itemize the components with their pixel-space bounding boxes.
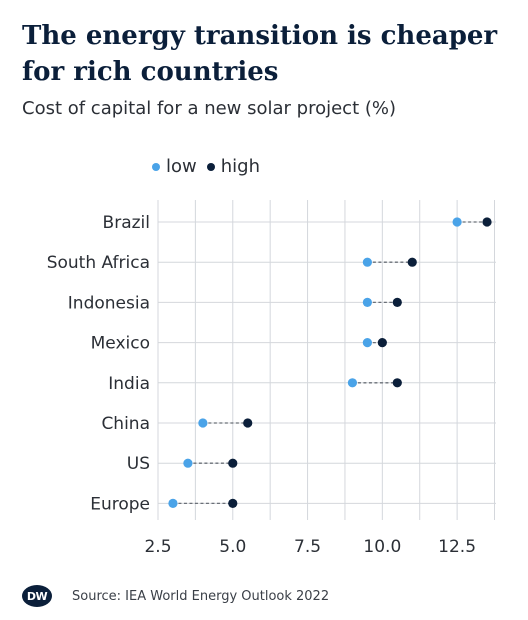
x-tick-label: 5.0 bbox=[219, 537, 246, 557]
category-label: Mexico bbox=[91, 334, 150, 354]
category-label: Indonesia bbox=[68, 293, 150, 313]
data-point-low bbox=[362, 338, 372, 348]
data-point-high bbox=[228, 498, 238, 508]
category-label: China bbox=[101, 414, 150, 434]
category-label: Europe bbox=[90, 494, 150, 514]
data-point-high bbox=[392, 378, 402, 388]
chart-subtitle: Cost of capital for a new solar project … bbox=[22, 98, 397, 119]
data-point-low bbox=[452, 217, 462, 227]
data-point-high bbox=[407, 257, 417, 267]
x-tick-label: 7.5 bbox=[294, 537, 321, 557]
category-label: Brazil bbox=[103, 213, 150, 233]
x-tick-label: 12.5 bbox=[438, 537, 476, 557]
legend-low-marker bbox=[152, 162, 160, 171]
data-point-low bbox=[198, 418, 208, 428]
data-point-high bbox=[392, 297, 402, 307]
footer: DW Source: IEA World Energy Outlook 2022 bbox=[22, 585, 329, 607]
x-tick-label: 10.0 bbox=[363, 537, 401, 557]
data-point-low bbox=[168, 498, 178, 508]
legend-item-high: high bbox=[206, 156, 260, 177]
dw-logo: DW bbox=[22, 585, 52, 607]
legend-item-low: low bbox=[152, 156, 197, 177]
legend: low high bbox=[152, 156, 260, 177]
data-point-high bbox=[243, 418, 253, 428]
source-note: Source: IEA World Energy Outlook 2022 bbox=[72, 588, 330, 604]
data-point-low bbox=[362, 297, 372, 307]
legend-high-marker bbox=[206, 162, 215, 171]
data-point-low bbox=[347, 378, 358, 388]
data-point-high bbox=[377, 338, 387, 348]
data-point-low bbox=[183, 458, 193, 468]
legend-low-label: low bbox=[166, 156, 197, 177]
chart-title: The energy transition is cheaper for ric… bbox=[22, 21, 498, 87]
data-point-high bbox=[228, 458, 238, 468]
x-tick-label: 2.5 bbox=[144, 537, 171, 557]
category-label: South Africa bbox=[47, 253, 150, 273]
category-label: US bbox=[127, 454, 150, 474]
data-point-high bbox=[482, 217, 492, 227]
data-point-low bbox=[362, 257, 372, 267]
legend-high-label: high bbox=[220, 156, 260, 177]
category-label: India bbox=[108, 374, 150, 394]
